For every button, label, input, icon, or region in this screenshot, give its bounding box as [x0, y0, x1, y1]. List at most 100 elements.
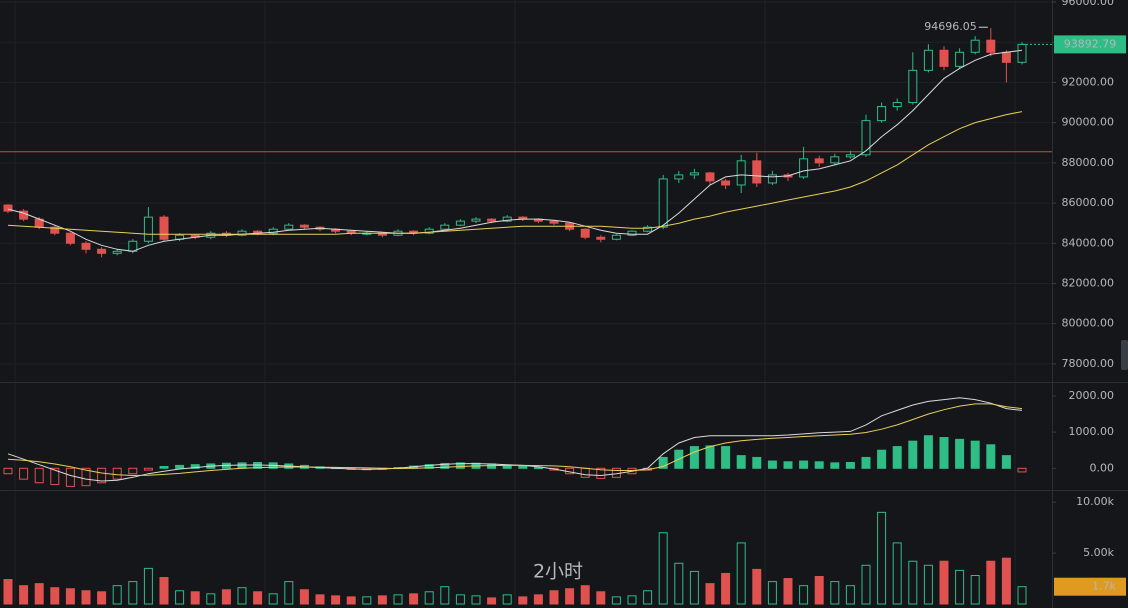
volume-bar	[65, 588, 75, 605]
volume-bar	[362, 596, 372, 605]
y-tick-label: 80000.00	[1062, 317, 1115, 330]
volume-bar	[986, 560, 996, 605]
volume-bar	[159, 577, 169, 605]
candle-body	[580, 228, 590, 238]
volume-bar	[955, 569, 965, 605]
volume-bar	[689, 570, 699, 605]
candle-body	[159, 216, 169, 240]
candle-body	[970, 39, 980, 53]
macd-bar	[19, 467, 29, 480]
indicator-line	[7, 111, 1023, 235]
macd-bar	[1017, 467, 1027, 473]
volume-bar	[284, 581, 294, 605]
macd-bar	[533, 467, 543, 470]
macd-bar	[721, 446, 731, 469]
y-tick-label: 92000.00	[1062, 75, 1115, 88]
volume-bar	[783, 578, 793, 605]
macd-bar	[34, 467, 44, 484]
macd-bar	[814, 461, 824, 469]
candle-body	[81, 242, 91, 250]
high-label: 94696.05	[924, 20, 977, 33]
volume-bar	[643, 590, 653, 605]
volume-bar	[393, 594, 403, 605]
volume-bar	[377, 595, 387, 605]
macd-bar	[705, 445, 715, 469]
volume-bar	[315, 594, 325, 605]
macd-bar	[455, 462, 465, 469]
macd-bar	[689, 446, 699, 469]
volume-bar	[346, 596, 356, 605]
volume-bar	[549, 590, 559, 605]
volume-bar	[331, 595, 341, 605]
y-tick-label: 0.00	[1090, 461, 1115, 474]
last-price-label: 93892.79	[1064, 37, 1117, 50]
volume-bar	[487, 597, 497, 605]
volume-bar	[97, 591, 107, 605]
volume-bar	[830, 581, 840, 605]
candle-body	[596, 236, 606, 240]
candle-body	[299, 224, 309, 228]
macd-bar	[970, 440, 980, 469]
volume-bar	[175, 590, 185, 605]
macd-bar	[175, 464, 185, 469]
candle-body	[986, 39, 996, 53]
volume-bar	[705, 583, 715, 605]
volume-bar	[81, 590, 91, 605]
volume-bar	[627, 595, 637, 605]
volume-bar	[190, 591, 200, 605]
macd-bar	[237, 462, 247, 469]
volume-bar	[533, 594, 543, 605]
vertical-grid	[14, 0, 1016, 604]
candle-body	[112, 250, 122, 254]
volume-bar	[502, 594, 512, 605]
macd-bar	[908, 440, 918, 469]
volume-bar	[565, 588, 575, 605]
volume-bar	[1017, 586, 1027, 605]
volume-bar	[409, 593, 419, 605]
candle-body	[674, 174, 684, 180]
volume-bar	[611, 596, 621, 605]
candle-body	[845, 154, 855, 158]
macd-bar	[877, 449, 887, 469]
candle-body	[1001, 51, 1011, 63]
macd-bar	[1001, 455, 1011, 469]
volume-bar	[143, 567, 153, 605]
candle-body	[814, 158, 824, 164]
y-tick-label: 78000.00	[1062, 357, 1115, 370]
volume-bar	[658, 532, 668, 605]
y-tick-label: 96000.00	[1062, 0, 1115, 8]
volume-bar	[814, 576, 824, 605]
volume-bar	[861, 564, 871, 605]
macd-bar	[986, 444, 996, 469]
volume-bar	[1001, 557, 1011, 605]
volume-label: 1.7k	[1092, 580, 1116, 593]
volume-bar	[721, 572, 731, 605]
macd-bar	[190, 464, 200, 469]
macd-bar	[939, 437, 949, 469]
volume-bar	[253, 591, 263, 605]
volume-bar	[923, 564, 933, 605]
scroll-handle[interactable]	[1121, 340, 1128, 370]
volume-bar	[34, 583, 44, 605]
y-tick-label: 90000.00	[1062, 116, 1115, 129]
candle-body	[939, 49, 949, 67]
candle-body	[471, 218, 481, 222]
macd-bar	[112, 467, 122, 480]
macd-bar	[861, 456, 871, 469]
y-tick-label: 82000.00	[1062, 276, 1115, 289]
candle-body	[908, 69, 918, 104]
macd-bar	[627, 467, 637, 475]
volume-bar	[3, 579, 13, 605]
volume-bar	[221, 589, 231, 605]
candle-body	[284, 224, 294, 230]
volume-bar	[970, 574, 980, 605]
candle-body	[97, 248, 107, 254]
candle-body	[455, 220, 465, 226]
macd-bar	[65, 467, 75, 487]
candle-body	[143, 216, 153, 242]
macd-bar	[799, 460, 809, 469]
candle-body	[705, 172, 715, 182]
volume-bar	[674, 562, 684, 605]
candle-body	[767, 174, 777, 184]
